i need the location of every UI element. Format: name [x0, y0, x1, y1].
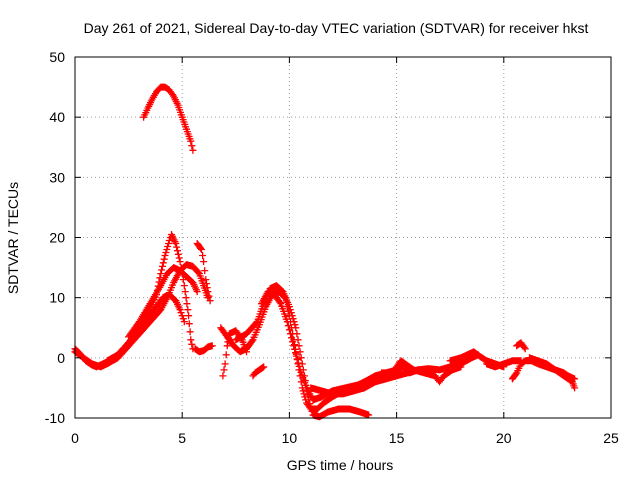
y-tick-label: -10 — [45, 410, 65, 426]
x-tick-label: 10 — [282, 430, 298, 446]
series-arc-d — [125, 264, 201, 341]
x-tick-label: 15 — [389, 430, 405, 446]
data-point-markers — [193, 240, 214, 305]
data-point-markers — [103, 291, 188, 365]
series-arc-q — [513, 339, 529, 353]
data-point-markers — [125, 264, 201, 341]
x-tick-label: 25 — [603, 430, 619, 446]
y-tick-label: 50 — [49, 49, 65, 65]
data-point-markers — [191, 342, 216, 356]
series-arc-e — [193, 240, 214, 305]
y-tick-label: 30 — [49, 169, 65, 185]
y-tick-label: 20 — [49, 230, 65, 246]
series-arc-high — [140, 83, 197, 154]
chart-title: Day 261 of 2021, Sidereal Day-to-day VTE… — [84, 20, 589, 36]
y-tick-label: 10 — [49, 290, 65, 306]
tick-layer: 0 5 10 15 20 25 -10 0 10 20 30 40 50 — [45, 49, 619, 446]
data-point-markers — [378, 357, 465, 386]
data-layer — [71, 83, 579, 421]
data-point-markers — [526, 354, 579, 392]
x-tick-label: 20 — [496, 430, 512, 446]
y-tick-label: 40 — [49, 109, 65, 125]
y-tick-label: 0 — [57, 350, 65, 366]
grid-layer — [75, 57, 611, 418]
series-arc-h — [249, 363, 268, 380]
x-tick-label: 5 — [178, 430, 186, 446]
x-axis-title: GPS time / hours — [287, 457, 394, 473]
series-arc-f — [191, 342, 216, 356]
data-point-markers — [513, 339, 529, 353]
data-point-markers — [140, 83, 197, 154]
series-arc-n — [378, 357, 465, 386]
series-arc-s — [483, 357, 525, 371]
series-arc-r — [526, 354, 579, 392]
x-tick-label: 0 — [71, 430, 79, 446]
data-point-markers — [249, 363, 268, 380]
y-axis-title: SDTVAR / TECUs — [5, 182, 21, 294]
series-arc-c — [103, 291, 188, 365]
data-point-markers — [483, 357, 525, 371]
